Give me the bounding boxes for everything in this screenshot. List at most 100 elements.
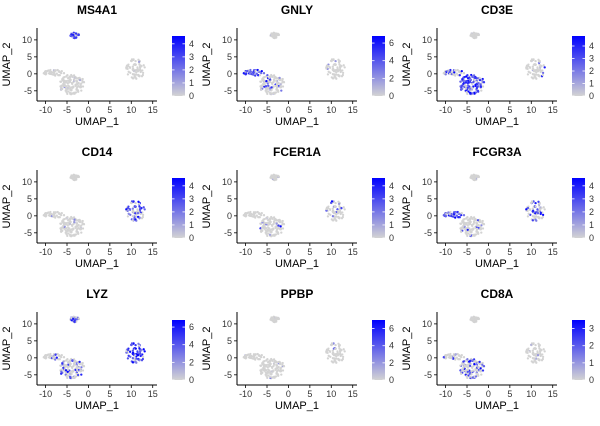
cell-point bbox=[58, 358, 61, 361]
y-tick-label: 0 bbox=[427, 211, 432, 221]
cell-point bbox=[270, 35, 273, 38]
cell-point bbox=[242, 72, 245, 75]
y-tick-label: 0 bbox=[227, 69, 232, 79]
colorbar-tick-label: 6 bbox=[189, 322, 194, 332]
cell-point bbox=[268, 80, 272, 84]
cell-point bbox=[328, 66, 332, 69]
cell-point bbox=[476, 369, 479, 373]
cell-point bbox=[336, 215, 340, 219]
cell-point bbox=[471, 75, 474, 78]
cell-point bbox=[276, 373, 280, 377]
cell-point bbox=[136, 70, 140, 73]
cell-point bbox=[255, 214, 258, 217]
colorbar-tick-label: 2 bbox=[589, 341, 594, 351]
cell-point bbox=[472, 216, 476, 219]
cell-point bbox=[258, 216, 261, 219]
cell-point bbox=[446, 353, 449, 357]
cell-point bbox=[54, 74, 57, 77]
cell-point bbox=[542, 348, 545, 351]
cell-point bbox=[134, 347, 137, 350]
cell-point bbox=[134, 354, 137, 357]
cell-point bbox=[342, 64, 345, 67]
cell-point bbox=[543, 66, 546, 69]
cell-point bbox=[49, 68, 52, 72]
cell-point bbox=[126, 357, 130, 360]
cell-point bbox=[474, 318, 477, 321]
cell-point bbox=[138, 205, 141, 208]
cell-point bbox=[533, 359, 536, 362]
cell-point bbox=[136, 67, 139, 70]
cell-point bbox=[465, 375, 468, 378]
cell-point bbox=[134, 201, 137, 205]
cell-point bbox=[61, 84, 64, 87]
x-tick-label: 0 bbox=[486, 105, 491, 115]
cell-point bbox=[468, 362, 472, 365]
cell-point bbox=[58, 212, 61, 216]
cell-point bbox=[471, 234, 474, 237]
colorbar bbox=[572, 178, 585, 238]
colorbar bbox=[172, 36, 185, 96]
cell-point bbox=[248, 214, 252, 218]
cell-point bbox=[473, 363, 476, 366]
cell-point bbox=[471, 82, 474, 86]
cell-point bbox=[465, 233, 468, 236]
colorbar-tick-label: 3 bbox=[189, 52, 194, 62]
x-tick-label: -5 bbox=[63, 247, 71, 257]
cell-point bbox=[267, 84, 270, 87]
cell-point bbox=[62, 214, 66, 217]
cell-point bbox=[81, 227, 85, 230]
x-axis-label: UMAP_1 bbox=[475, 258, 519, 270]
cell-point bbox=[268, 78, 272, 81]
cell-point bbox=[473, 360, 476, 363]
cell-point bbox=[140, 65, 143, 68]
cell-point bbox=[474, 32, 478, 35]
x-tick-label: -10 bbox=[439, 247, 452, 257]
cell-point bbox=[537, 58, 540, 61]
cell-point bbox=[455, 214, 458, 217]
cell-point bbox=[455, 72, 458, 75]
cell-point bbox=[341, 213, 345, 217]
cell-point bbox=[274, 233, 278, 236]
cell-point bbox=[64, 227, 68, 230]
cell-point bbox=[137, 202, 141, 205]
cell-point bbox=[481, 369, 485, 372]
cell-point bbox=[328, 350, 332, 353]
cell-point bbox=[270, 319, 273, 322]
cell-point bbox=[73, 360, 76, 363]
cell-point bbox=[125, 350, 128, 353]
cell-point bbox=[131, 73, 135, 76]
cell-point bbox=[262, 224, 265, 228]
cell-point bbox=[467, 368, 470, 371]
cell-point bbox=[531, 357, 535, 360]
cell-point bbox=[474, 174, 478, 177]
cell-point bbox=[63, 80, 66, 83]
colorbar-tick-label: 4 bbox=[389, 341, 394, 351]
cell-point bbox=[60, 353, 63, 357]
cell-point bbox=[143, 66, 146, 69]
cell-point bbox=[76, 89, 80, 93]
cell-point bbox=[267, 232, 270, 235]
cell-point bbox=[271, 75, 274, 78]
cell-point bbox=[48, 72, 52, 76]
cell-point bbox=[267, 368, 270, 371]
cell-point bbox=[462, 360, 465, 363]
cell-point bbox=[78, 78, 82, 82]
y-tick-label: 0 bbox=[27, 69, 32, 79]
y-tick-label: -5 bbox=[424, 228, 432, 238]
cell-point bbox=[341, 215, 345, 219]
y-tick-label: -5 bbox=[224, 86, 232, 96]
cell-point bbox=[258, 74, 261, 77]
cell-point bbox=[331, 349, 334, 352]
x-tick-label: -10 bbox=[239, 389, 252, 399]
colorbar-tick-label: 0 bbox=[389, 375, 394, 385]
colorbar bbox=[572, 36, 585, 96]
cell-point bbox=[131, 352, 135, 355]
cell-point bbox=[274, 375, 278, 378]
cell-point bbox=[131, 357, 135, 360]
cell-point bbox=[274, 176, 277, 179]
cell-point bbox=[462, 76, 465, 79]
cell-point bbox=[60, 88, 63, 91]
cell-point bbox=[127, 70, 130, 73]
cell-point bbox=[338, 347, 341, 350]
